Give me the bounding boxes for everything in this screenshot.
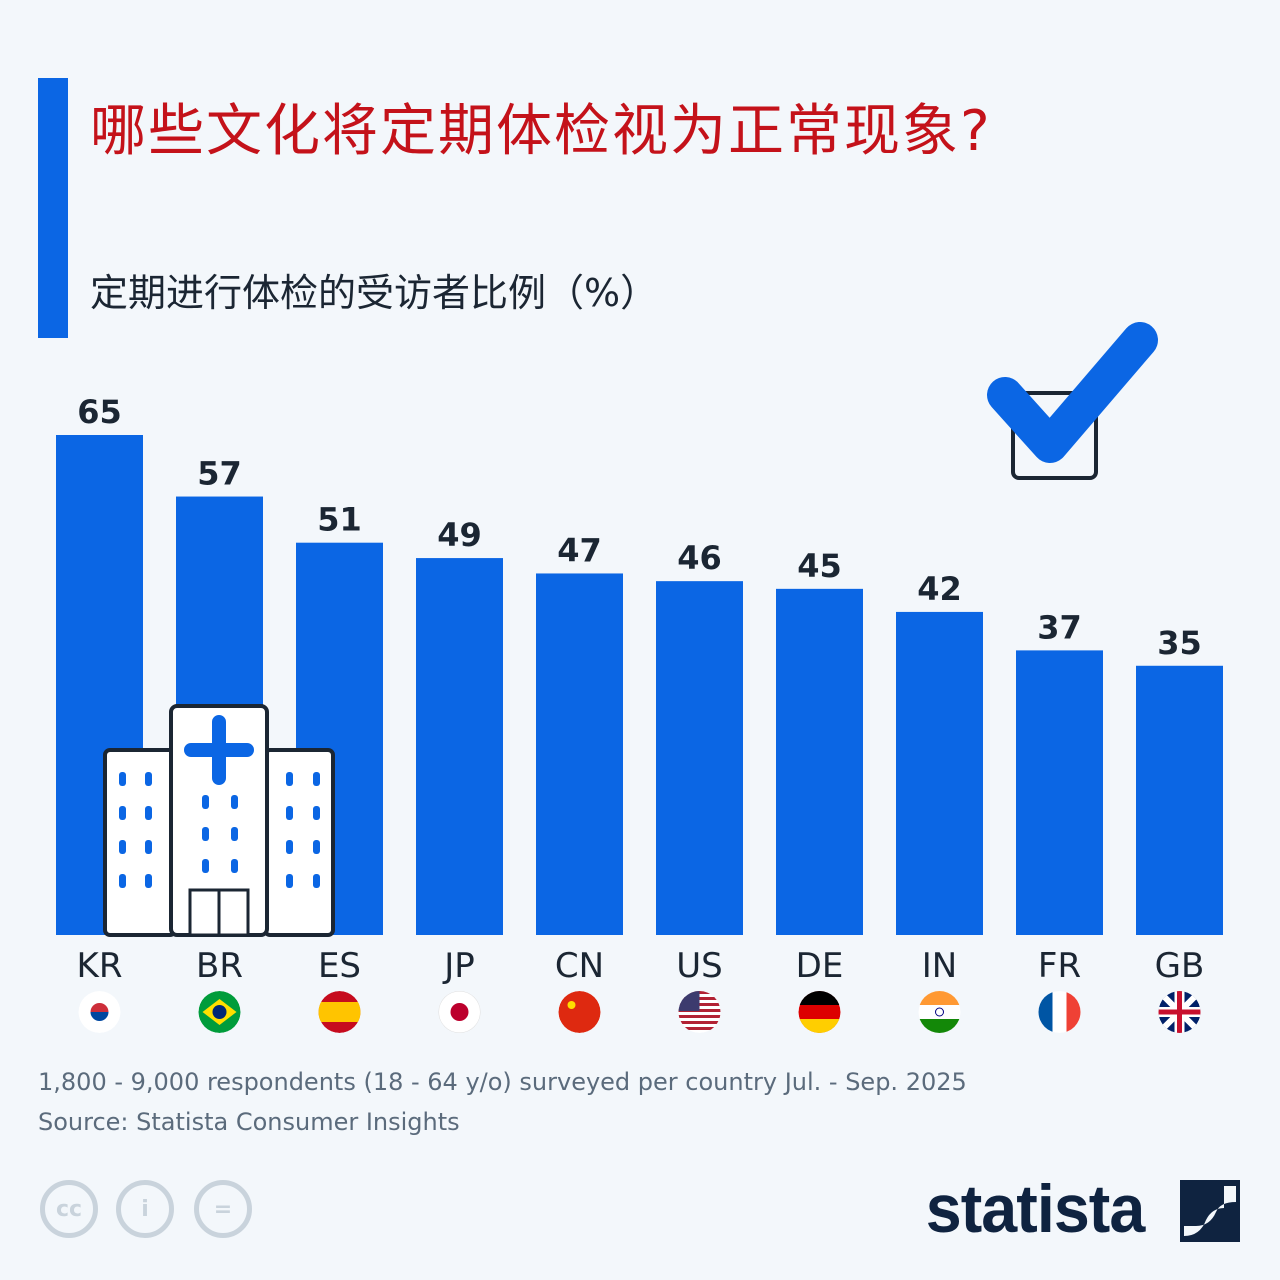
statista-logo[interactable]: statista	[925, 1171, 1146, 1247]
data-label-GB: 35	[1157, 624, 1202, 662]
tick-label-IN: IN	[922, 946, 957, 986]
bar-US	[656, 581, 743, 935]
data-label-JP: 49	[437, 516, 482, 554]
japan-flag-icon	[438, 991, 481, 1033]
bar-FR	[1016, 650, 1103, 935]
chart-subtitle: 定期进行体检的受访者比例（%）	[90, 271, 659, 315]
tick-label-DE: DE	[796, 946, 844, 986]
spain-flag-icon	[318, 991, 361, 1033]
data-label-KR: 65	[77, 393, 122, 431]
tick-label-KR: KR	[77, 946, 123, 986]
data-label-US: 46	[677, 539, 722, 577]
data-label-ES: 51	[317, 501, 362, 539]
bar-IN	[896, 611, 983, 935]
germany-flag-icon	[798, 991, 841, 1033]
bar-CN	[536, 573, 623, 935]
india-flag-icon	[918, 991, 961, 1033]
brazil-flag-icon	[198, 991, 241, 1033]
tick-label-FR: FR	[1038, 946, 1081, 986]
tick-label-JP: JP	[442, 946, 475, 986]
source-note: Source: Statista Consumer Insights	[38, 1108, 460, 1136]
usa-flag-icon	[678, 991, 721, 1033]
south-korea-flag-icon	[78, 991, 121, 1033]
checkbox-icon	[987, 322, 1158, 480]
tick-label-ES: ES	[318, 946, 361, 986]
data-label-DE: 45	[797, 547, 842, 585]
cc-license-icon[interactable]: cc	[40, 1180, 98, 1238]
bar-JP	[416, 558, 503, 935]
accent-bar	[38, 78, 68, 338]
no-derivatives-icon[interactable]: =	[194, 1180, 252, 1238]
chart-title: 哪些文化将定期体检视为正常现象?	[90, 99, 992, 164]
data-label-BR: 57	[197, 455, 242, 493]
france-flag-icon	[1038, 991, 1081, 1033]
tick-label-CN: CN	[555, 946, 604, 986]
tick-label-US: US	[676, 946, 722, 986]
attribution-icon[interactable]: i	[116, 1180, 174, 1238]
data-label-FR: 37	[1037, 608, 1082, 646]
tick-label-GB: GB	[1155, 946, 1205, 986]
statista-logo-icon	[1180, 1180, 1240, 1242]
uk-flag-icon	[1158, 991, 1201, 1033]
bar-DE	[776, 588, 863, 935]
data-label-CN: 47	[557, 531, 602, 569]
data-label-IN: 42	[917, 570, 962, 608]
bar-chart: 65 KR 57 BR 51 ES 49 JP 47 CN 46 US 45 DE 42 IN 37 FR 35 GB	[56, 322, 1223, 1033]
survey-note: 1,800 - 9,000 respondents (18 - 64 y/o) …	[38, 1068, 967, 1096]
bar-GB	[1136, 665, 1223, 935]
tick-label-BR: BR	[196, 946, 243, 986]
hospital-icon	[103, 704, 335, 937]
china-flag-icon	[558, 991, 601, 1033]
